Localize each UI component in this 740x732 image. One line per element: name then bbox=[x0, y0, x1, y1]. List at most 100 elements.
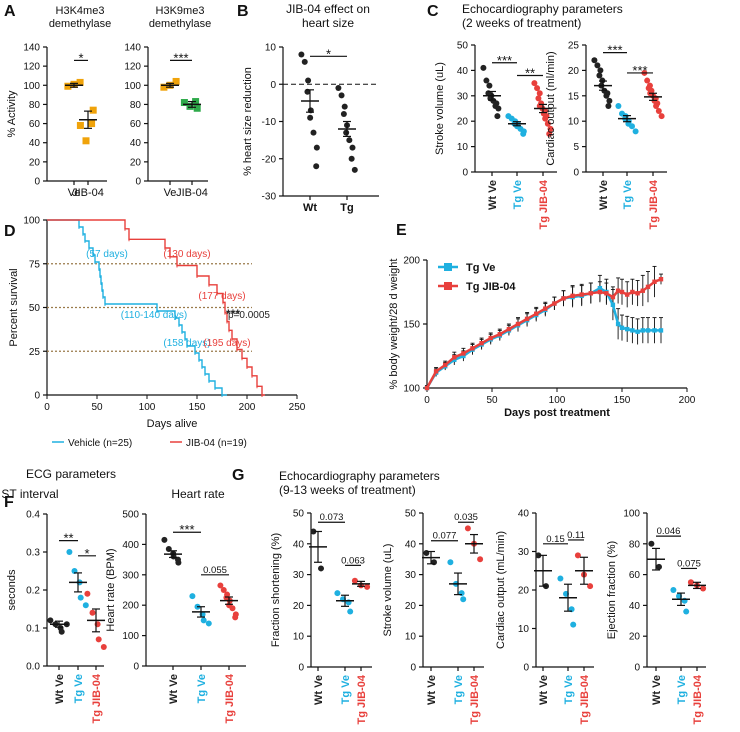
data-marker bbox=[488, 335, 493, 341]
data-point bbox=[606, 97, 613, 104]
annotation: (177 days) bbox=[198, 291, 245, 302]
data-marker bbox=[640, 288, 645, 293]
data-marker bbox=[658, 328, 664, 333]
significance-label: 0.035 bbox=[454, 512, 478, 523]
panel-title: H3K4me3 demethylase bbox=[49, 5, 111, 30]
data-marker bbox=[635, 291, 640, 296]
data-point bbox=[644, 77, 651, 84]
x-tick-label: 0 bbox=[424, 395, 430, 406]
y-tick-label: 200 bbox=[403, 256, 420, 267]
y-tick-label: 150 bbox=[403, 320, 420, 331]
data-point bbox=[310, 528, 317, 535]
y-tick-label: 10 bbox=[265, 43, 277, 54]
category-label: Wt bbox=[303, 202, 317, 214]
data-point bbox=[594, 62, 601, 69]
data-point bbox=[47, 617, 54, 624]
data-marker bbox=[625, 326, 630, 332]
data-marker bbox=[597, 289, 603, 295]
data-marker bbox=[645, 284, 651, 290]
category-label: Wt Ve bbox=[598, 180, 610, 210]
y-tick-label: 100 bbox=[403, 384, 420, 395]
significance-label: 0.055 bbox=[203, 565, 227, 576]
data-point bbox=[648, 540, 655, 547]
data-point bbox=[200, 617, 207, 624]
category-label: Wt Ve bbox=[426, 675, 438, 705]
y-tick-label: 20 bbox=[130, 157, 142, 168]
y-tick-label: 25 bbox=[568, 41, 580, 52]
data-point bbox=[687, 579, 694, 586]
y-axis-label: Heart rate (BPM) bbox=[105, 548, 117, 631]
data-point bbox=[346, 137, 353, 144]
y-tick-label: 80 bbox=[130, 100, 142, 111]
significance-label: *** bbox=[179, 522, 194, 537]
y-axis-label: % body weight/28 d weight bbox=[388, 259, 400, 390]
panel-G2: 0 10 20 30 40 50 Wt Ve Tg Ve Tg JIB-04 0.077 0.035… bbox=[382, 509, 484, 725]
y-tick-label: 75 bbox=[29, 259, 41, 270]
y-tick-label: 0.3 bbox=[26, 548, 40, 559]
category-label: Tg Ve bbox=[563, 675, 575, 704]
y-tick-label: 0 bbox=[133, 662, 139, 673]
data-marker bbox=[635, 329, 640, 334]
y-tick-label: 60 bbox=[130, 119, 142, 130]
y-tick-label: 0 bbox=[135, 177, 141, 188]
significance-label: ** bbox=[525, 65, 535, 80]
category-label: Wt Ve bbox=[168, 674, 180, 704]
y-tick-label: 15 bbox=[568, 91, 580, 102]
data-point bbox=[301, 58, 308, 65]
y-tick-label: 30 bbox=[405, 570, 417, 581]
x-tick-label: 100 bbox=[139, 402, 156, 413]
panel-B: -30 -20 -10 0 10 Wt Tg * % heart size reduction bbox=[242, 43, 379, 214]
data-point bbox=[340, 111, 347, 118]
legend-label: Tg Ve bbox=[466, 262, 495, 274]
data-point bbox=[193, 104, 201, 112]
x-tick-label: 50 bbox=[486, 395, 498, 406]
panel-G4: 0 20 40 60 80 100 Wt Ve Tg Ve Tg JIB-04 0.046 0.07… bbox=[606, 509, 707, 725]
category-label: JIB-04 bbox=[72, 187, 104, 199]
data-point bbox=[486, 82, 493, 89]
title-line: Echocardiography parameters bbox=[462, 2, 623, 16]
y-tick-label: 80 bbox=[29, 100, 41, 111]
y-tick-label: 40 bbox=[457, 66, 469, 77]
data-point bbox=[58, 628, 65, 635]
x-tick-label: 200 bbox=[679, 395, 696, 406]
data-point bbox=[88, 120, 96, 128]
x-axis-label: Days post treatment bbox=[504, 407, 610, 419]
y-axis-label: Percent survival bbox=[8, 268, 20, 346]
data-point bbox=[531, 80, 538, 87]
y-tick-label: 20 bbox=[29, 157, 41, 168]
significance-label: 0.15 bbox=[546, 534, 565, 545]
panel-D: 0 25 50 75 100 0 50 100 150 200 250 (57 days) (130 d… bbox=[8, 216, 306, 450]
data-point bbox=[557, 575, 564, 582]
survival-curve bbox=[47, 219, 227, 396]
x-tick-label: 50 bbox=[91, 402, 103, 413]
category-label: Tg JIB-04 bbox=[579, 674, 591, 724]
data-point bbox=[175, 559, 182, 566]
y-tick-label: 50 bbox=[29, 303, 41, 314]
data-point bbox=[574, 552, 581, 559]
significance-label: 0.077 bbox=[433, 531, 457, 542]
data-point bbox=[495, 105, 502, 112]
y-axis-label: % heart size reduction bbox=[242, 67, 254, 176]
y-axis-label: Cardiac output (ml/min) bbox=[545, 51, 557, 165]
y-axis-label: Ejection fraction (%) bbox=[606, 541, 618, 639]
panel-letter: A bbox=[4, 3, 16, 20]
panel-A2: 0 20 40 60 80 100 120 140 Ve JIB-04 *** bbox=[124, 43, 208, 199]
significance-label: 0.11 bbox=[567, 530, 585, 541]
data-marker bbox=[461, 353, 466, 359]
data-point bbox=[546, 130, 553, 137]
data-marker bbox=[479, 341, 484, 346]
data-point bbox=[364, 583, 371, 590]
y-tick-label: 20 bbox=[457, 117, 469, 128]
data-point bbox=[180, 99, 188, 107]
annotation: (158 days) bbox=[163, 338, 210, 349]
data-marker bbox=[604, 291, 609, 296]
panel-title: Echocardiography parameters (9-13 weeks o… bbox=[279, 469, 440, 497]
data-point bbox=[347, 608, 354, 615]
panel-G3: 0 10 20 30 40 Wt Ve Tg Ve Tg JIB-04 0.15 0.11 Card… bbox=[495, 509, 594, 725]
data-point bbox=[160, 83, 168, 91]
y-tick-label: 10 bbox=[293, 632, 305, 643]
legend-marker bbox=[444, 263, 452, 271]
data-point bbox=[318, 565, 324, 572]
y-tick-label: 200 bbox=[122, 601, 139, 612]
